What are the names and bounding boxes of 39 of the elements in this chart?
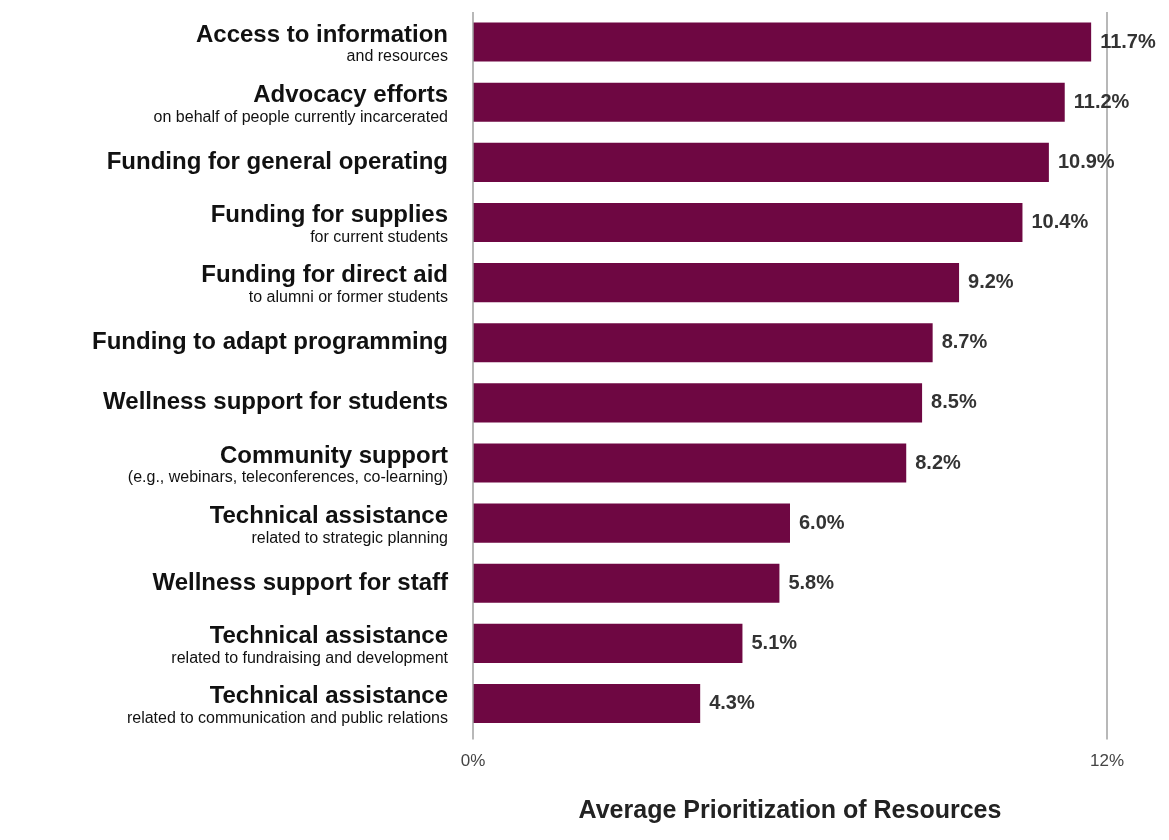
x-tick-label: 0% [460,751,486,771]
bar [473,202,1023,243]
bar [473,623,743,663]
y-tick-label: Funding to adapt programming [92,327,448,355]
y-tick-label: Funding for direct aid to alumni or former students [201,260,448,306]
y-tick-label: Technical assistance related to strategic planning [209,500,448,546]
data-label: 8.2% [915,450,962,473]
y-tick-label: Technical assistance related to fundraising and development [171,621,449,666]
bar [473,563,780,603]
data-label: 4.3% [709,691,755,714]
bar [473,443,907,483]
bar [473,22,1092,62]
y-tick-label: Wellness support for staff [152,567,450,595]
data-label: 5.1% [751,630,798,653]
bar [473,383,923,423]
y-tick-label: Funding for general operating [106,146,448,174]
data-label: 8.5% [931,390,977,413]
y-tick-label: Wellness support for students [103,387,448,415]
x-tick-label: 12% [1089,751,1125,771]
y-tick-label: Community support (e.g., webinars, teleconferences, co-learning) [127,440,448,486]
bar [473,323,933,363]
bar [473,683,701,724]
y-tick-label: Technical assistance related to communication and public relations [126,681,448,726]
data-label: 9.2% [968,270,1014,293]
bar [473,503,790,543]
y-tick-label: Advocacy efforts on behalf of people currently incarcerated [153,79,448,125]
data-label: 8.7% [941,330,988,353]
bar [473,142,1049,182]
y-tick-label: Access to information and resources [195,19,448,65]
data-label: 10.9% [1057,149,1115,172]
bar [473,263,960,303]
bar [473,82,1065,122]
data-label: 11.7% [1100,29,1156,52]
data-label: 5.8% [788,570,835,593]
data-label: 6.0% [799,510,845,533]
x-axis-title: Average Prioritization of Resources [578,794,1002,823]
data-label: 10.4% [1031,209,1089,232]
data-label: 11.2% [1073,89,1130,112]
y-tick-label: Funding for supplies for current students [210,200,448,245]
